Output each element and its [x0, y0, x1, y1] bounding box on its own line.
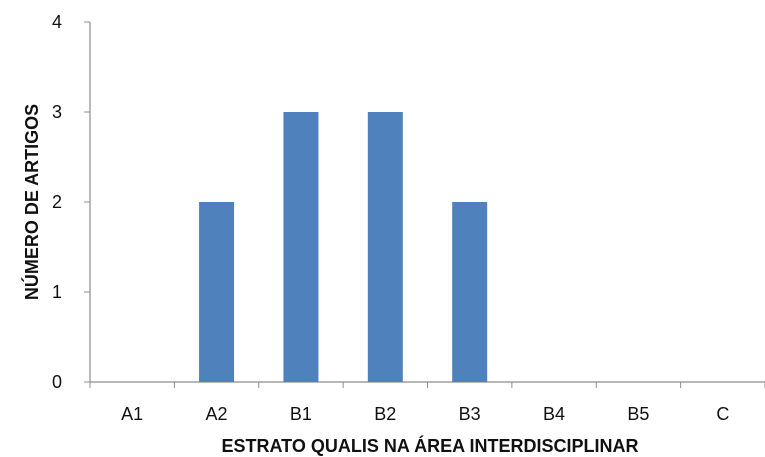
y-tick-label: 2 — [52, 192, 62, 212]
y-tick-label: 3 — [52, 102, 62, 122]
x-tick-label: C — [716, 404, 729, 424]
x-tick-label: B1 — [290, 404, 312, 424]
bar-b2 — [367, 112, 403, 382]
bars — [199, 112, 488, 382]
x-axis-title: ESTRATO QUALIS NA ÁREA INTERDISCIPLINAR — [221, 435, 638, 456]
y-tick-label: 0 — [52, 372, 62, 392]
x-tick-label: B5 — [627, 404, 649, 424]
bar-b1 — [283, 112, 319, 382]
bar-b3 — [452, 202, 488, 382]
x-tick-label: A2 — [206, 404, 228, 424]
y-axis-title: NÚMERO DE ARTIGOS — [21, 104, 42, 300]
y-tick-label: 4 — [52, 12, 62, 32]
x-axis: A1 A2 B1 B2 B3 B4 B5 C — [89, 381, 765, 424]
x-tick-label: B3 — [459, 404, 481, 424]
x-tick-label: B4 — [543, 404, 565, 424]
x-tick-label: A1 — [121, 404, 143, 424]
bar-a2 — [199, 202, 235, 382]
y-axis: 0 1 2 3 4 — [52, 12, 91, 392]
y-tick-label: 1 — [52, 282, 62, 302]
x-tick-label: B2 — [374, 404, 396, 424]
